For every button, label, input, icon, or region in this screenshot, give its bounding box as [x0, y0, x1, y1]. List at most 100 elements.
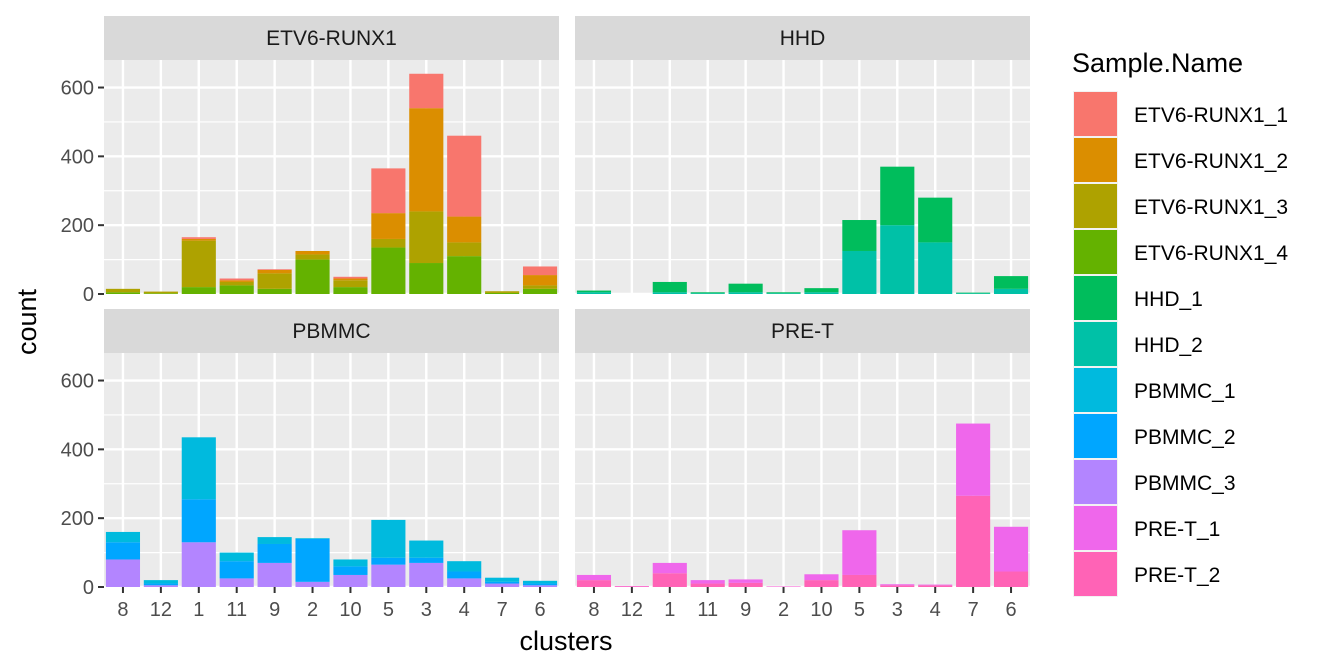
bar-hhd-2-cluster-10	[804, 292, 839, 294]
facet-panel-pre-t: PRE-T	[575, 309, 1030, 589]
legend-title: Sample.Name	[1072, 48, 1243, 78]
legend-swatch-hhd-1	[1074, 276, 1117, 320]
bar-pre-t-2-cluster-7	[956, 495, 991, 587]
bar-etv6-runx1-4-cluster-1	[181, 287, 216, 294]
x-tick-label-7: 7	[968, 599, 979, 621]
bar-pbmmc-1-cluster-10	[333, 559, 368, 567]
facet-panel-hhd: HHD	[575, 16, 1030, 296]
bar-hhd-1-cluster-3	[880, 166, 915, 226]
facet-strip	[575, 309, 1030, 353]
bar-etv6-runx1-1-cluster-11	[219, 278, 254, 281]
facet-strip-label: PBMMC	[292, 320, 370, 343]
x-tick-label-4: 4	[930, 599, 941, 621]
x-tick-label-8: 8	[117, 599, 128, 621]
panel-background	[575, 60, 1030, 294]
legend-label-etv6-runx1-4: ETV6-RUNX1_4	[1134, 242, 1288, 265]
bar-etv6-runx1-4-cluster-9	[257, 288, 292, 294]
facet-strip	[104, 309, 559, 353]
y-tick-label: 600	[61, 371, 94, 393]
bar-etv6-runx1-2-cluster-11	[219, 280, 254, 282]
bar-hhd-1-cluster-4	[918, 197, 953, 243]
bar-etv6-runx1-2-cluster-3	[409, 108, 444, 212]
panel-background	[104, 60, 559, 294]
bar-hhd-1-cluster-9	[728, 283, 763, 293]
y-tick-label: 200	[61, 508, 94, 530]
bar-etv6-runx1-4-cluster-6	[522, 288, 558, 294]
bar-pre-t-2-cluster-1	[652, 573, 687, 587]
bar-hhd-2-cluster-7	[956, 293, 991, 294]
legend-swatch-pbmmc-3	[1074, 460, 1117, 504]
x-tick-label-12: 12	[150, 599, 172, 621]
bar-etv6-runx1-3-cluster-7	[485, 291, 520, 293]
bar-pbmmc-3-cluster-5	[371, 564, 406, 587]
facet-panels: ETV6-RUNX1 HHD PBMMC PRE-T	[104, 16, 1030, 589]
bar-etv6-runx1-2-cluster-6	[522, 275, 558, 286]
bar-pbmmc-3-cluster-2	[295, 581, 330, 587]
bar-pre-t-2-cluster-9	[728, 582, 763, 587]
facet-panel-etv6-runx1: ETV6-RUNX1	[104, 16, 559, 296]
bar-etv6-runx1-3-cluster-11	[219, 281, 254, 286]
bar-etv6-runx1-3-cluster-2	[295, 254, 330, 260]
bar-pbmmc-1-cluster-2	[295, 538, 330, 539]
bar-pre-t-2-cluster-12	[614, 586, 649, 587]
bar-etv6-runx1-3-cluster-8	[105, 288, 141, 293]
bar-etv6-runx1-2-cluster-5	[371, 213, 406, 239]
bar-pre-t-2-cluster-4	[918, 585, 953, 587]
bar-pbmmc-1-cluster-8	[105, 531, 141, 543]
facet-strip-label: HHD	[780, 27, 826, 50]
legend-swatch-etv6-runx1-2	[1074, 138, 1117, 182]
bar-pbmmc-3-cluster-8	[105, 559, 141, 587]
bar-etv6-runx1-3-cluster-4	[447, 242, 482, 257]
bar-etv6-runx1-2-cluster-10	[333, 278, 368, 281]
bar-pbmmc-2-cluster-10	[333, 566, 368, 575]
legend-swatch-pre-t-2	[1074, 552, 1117, 596]
x-tick-label-7: 7	[497, 599, 508, 621]
bar-etv6-runx1-1-cluster-9	[257, 269, 292, 270]
bar-hhd-2-cluster-9	[728, 292, 763, 294]
bar-pbmmc-1-cluster-12	[143, 580, 178, 584]
x-tick-label-9: 9	[740, 599, 751, 621]
bar-pre-t-2-cluster-6	[993, 571, 1029, 587]
bar-etv6-runx1-3-cluster-1	[181, 240, 216, 288]
bar-hhd-1-cluster-8	[576, 290, 612, 293]
bar-etv6-runx1-2-cluster-9	[257, 269, 292, 274]
bar-etv6-runx1-4-cluster-11	[219, 285, 254, 294]
bar-pbmmc-3-cluster-11	[219, 578, 254, 587]
bar-pbmmc-2-cluster-12	[143, 583, 178, 586]
bar-etv6-runx1-2-cluster-1	[181, 238, 216, 241]
y-tick-label: 400	[61, 146, 94, 168]
x-tick-label-10: 10	[810, 599, 832, 621]
x-tick-label-5: 5	[383, 599, 394, 621]
bar-hhd-2-cluster-2	[766, 293, 801, 294]
bar-etv6-runx1-2-cluster-2	[295, 250, 330, 255]
x-axis-title: clusters	[519, 626, 612, 656]
bar-pre-t-1-cluster-6	[993, 526, 1029, 572]
bar-hhd-2-cluster-11	[690, 293, 725, 294]
bar-pre-t-2-cluster-3	[880, 585, 915, 587]
bar-etv6-runx1-2-cluster-4	[447, 216, 482, 243]
bar-pre-t-1-cluster-8	[576, 574, 612, 581]
x-tick-label-3: 3	[892, 599, 903, 621]
bar-etv6-runx1-4-cluster-5	[371, 247, 406, 294]
x-tick-label-6: 6	[534, 599, 545, 621]
legend-label-etv6-runx1-3: ETV6-RUNX1_3	[1134, 196, 1288, 219]
bar-etv6-runx1-4-cluster-12	[143, 293, 178, 294]
bar-pre-t-1-cluster-4	[918, 584, 953, 586]
legend-swatch-etv6-runx1-3	[1074, 184, 1117, 228]
bar-pbmmc-3-cluster-3	[409, 562, 444, 587]
x-tick-label-9: 9	[269, 599, 280, 621]
legend-swatch-etv6-runx1-4	[1074, 230, 1117, 274]
bar-pre-t-1-cluster-1	[652, 562, 687, 574]
y-tick-label: 200	[61, 215, 94, 237]
bar-etv6-runx1-1-cluster-1	[181, 237, 216, 239]
x-tick-label-4: 4	[459, 599, 470, 621]
x-tick-label-2: 2	[307, 599, 318, 621]
bar-etv6-runx1-1-cluster-5	[371, 168, 406, 214]
bar-etv6-runx1-3-cluster-10	[333, 280, 368, 288]
bar-hhd-1-cluster-5	[842, 220, 877, 251]
bar-etv6-runx1-4-cluster-7	[485, 292, 520, 294]
x-tick-label-10: 10	[339, 599, 361, 621]
panel-background	[104, 353, 559, 587]
y-tick-label: 400	[61, 439, 94, 461]
bar-etv6-runx1-1-cluster-10	[333, 276, 368, 279]
